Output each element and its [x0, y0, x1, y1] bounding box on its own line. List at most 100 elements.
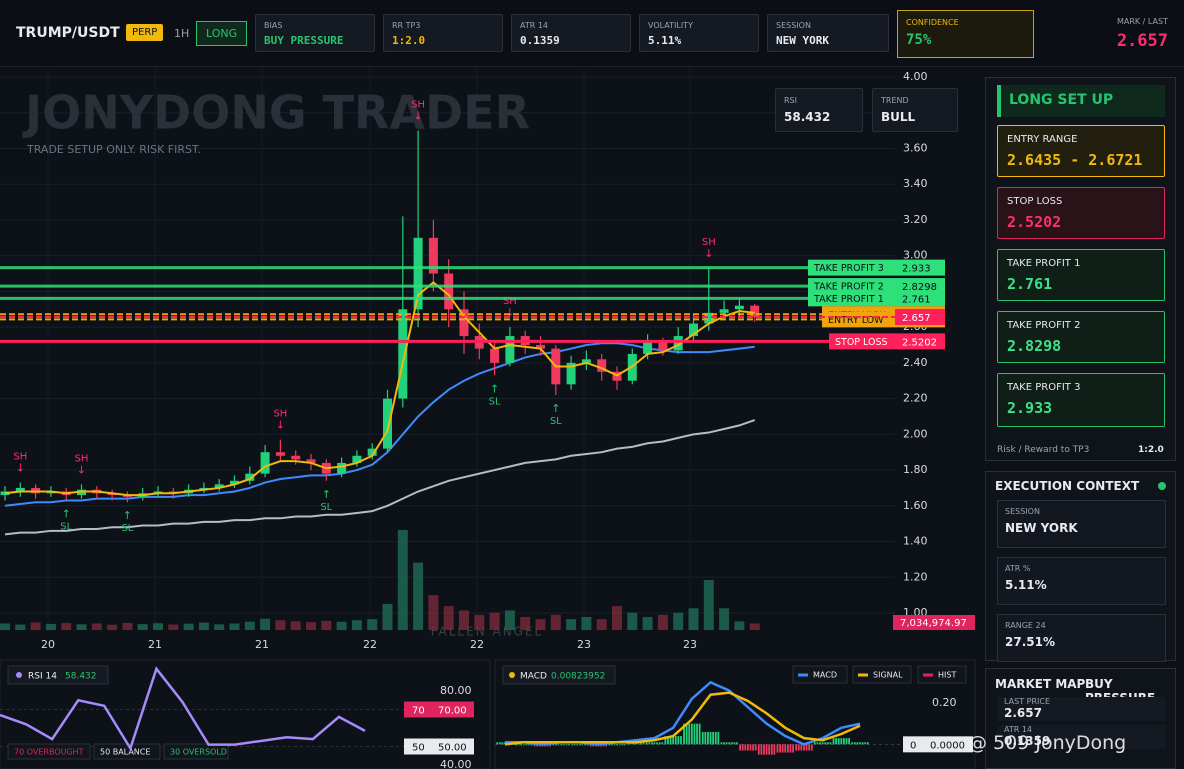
hist-bar [779, 744, 781, 753]
volume-bar [45, 623, 56, 630]
hist-bar [525, 744, 528, 746]
hist-bar [773, 744, 776, 755]
ema-fast [4, 281, 755, 497]
hist-bar [530, 744, 533, 746]
item-label: RANGE 24 [1005, 621, 1046, 630]
swing-arrow: ↑ [322, 488, 331, 501]
y-tick-label: 1.20 [903, 570, 928, 583]
last-price-tag [895, 308, 945, 325]
badge-label: TREND [881, 96, 909, 105]
volume-bar [0, 623, 10, 630]
volume-bar [91, 623, 102, 630]
hist-bar [498, 742, 501, 745]
rsi-line [0, 666, 366, 752]
hist-bar [520, 744, 522, 746]
legend-label: HIST [938, 671, 956, 680]
volume-bar [719, 608, 730, 630]
hist-bar [810, 744, 813, 751]
y-tick-label: 3.00 [903, 249, 928, 262]
hist-bar [527, 744, 530, 746]
hist-bar [837, 738, 840, 745]
hist-bar [789, 744, 792, 753]
stat-label: VOLATILITY [648, 21, 693, 30]
volume-bar [428, 595, 439, 630]
market-map-title: MARKET MAP [995, 677, 1086, 691]
hist-bar [728, 742, 731, 745]
hist-bar [853, 742, 856, 745]
volume-bar [336, 621, 347, 630]
mark-value: 2.657 [1116, 31, 1168, 51]
volume-bar [566, 619, 577, 630]
swing-label: SL [121, 523, 133, 534]
hist-bar [803, 744, 805, 751]
hist-bar [864, 742, 867, 745]
hist-bar [856, 742, 859, 745]
hist-bar [640, 742, 642, 745]
hist-bar [667, 736, 669, 745]
volume-bar [306, 622, 316, 630]
item-label: ATR 14 [1004, 725, 1033, 734]
hist-bar [517, 744, 520, 746]
y-tick-label: 3.40 [903, 177, 928, 190]
hist-bar [840, 738, 843, 745]
swing-label: SH [273, 409, 287, 420]
candle-body [597, 359, 607, 372]
candle-body [505, 336, 515, 363]
level-tag-value: 70 [412, 706, 425, 717]
item-label: ATR % [1005, 564, 1031, 573]
swing-arrow: ↑ [490, 382, 499, 395]
volume-bar [673, 612, 684, 630]
trend-badge: TREND BULL [872, 88, 958, 132]
legend-label: MACD [813, 671, 837, 680]
macd-value: 0.00823952 [551, 672, 605, 682]
rr-label: Risk / Reward to TP3 [997, 445, 1090, 455]
hist-bar [720, 742, 723, 745]
hist-bar [730, 742, 733, 745]
swing-label: SL [550, 416, 562, 427]
hist-bar [533, 744, 536, 747]
volume-bar [183, 623, 194, 630]
volume-last: 7,034,974.97 [900, 618, 967, 629]
volume-bar [443, 606, 454, 630]
item-value: 0.1359 [1004, 734, 1051, 748]
hist-bar [677, 736, 680, 745]
hist-bar [744, 744, 747, 751]
hist-bar [501, 742, 504, 745]
x-tick-label: 22 [470, 638, 484, 651]
hist-bar [624, 744, 626, 746]
hist-bar [805, 744, 808, 751]
volume-bar [107, 624, 118, 630]
hist-bar [821, 742, 824, 745]
volume-bar [137, 624, 148, 630]
hist-bar [578, 744, 581, 746]
level-label: TAKE PROFIT 1 [813, 294, 884, 305]
legend-label: 30 OVERSOLD [170, 748, 227, 757]
hist-bar [851, 742, 854, 745]
hist-bar [554, 744, 557, 746]
hist-bar [653, 742, 656, 745]
swing-arrow: ↑ [62, 507, 71, 520]
level-tag [808, 259, 945, 276]
x-tick-label: 21 [148, 638, 162, 651]
stat-label: ATR 14 [520, 21, 549, 30]
card-value: 2.6435 - 2.6721 [1007, 151, 1143, 169]
candle-body [704, 312, 714, 324]
hist-bar [536, 744, 539, 747]
candle-body [673, 336, 683, 351]
volume-bar [581, 616, 592, 630]
volume-bar [214, 624, 225, 630]
level-value: 2.8298 [902, 282, 937, 293]
candle-body [490, 348, 500, 363]
side-badge[interactable]: LONG [196, 21, 248, 46]
stat: BIAS BUY PRESSURE [255, 14, 375, 52]
hist-bar [835, 738, 838, 745]
rsi-title-box [7, 665, 109, 685]
candle-body [658, 341, 668, 351]
level-value: 2.5202 [902, 337, 937, 348]
candle-body [260, 452, 270, 474]
volume-bar [413, 562, 424, 630]
hist-bar [795, 744, 798, 751]
hist-bar [723, 742, 725, 745]
hist-bar [576, 744, 579, 746]
setup-card: TAKE PROFIT 1 2.761 [997, 249, 1165, 301]
